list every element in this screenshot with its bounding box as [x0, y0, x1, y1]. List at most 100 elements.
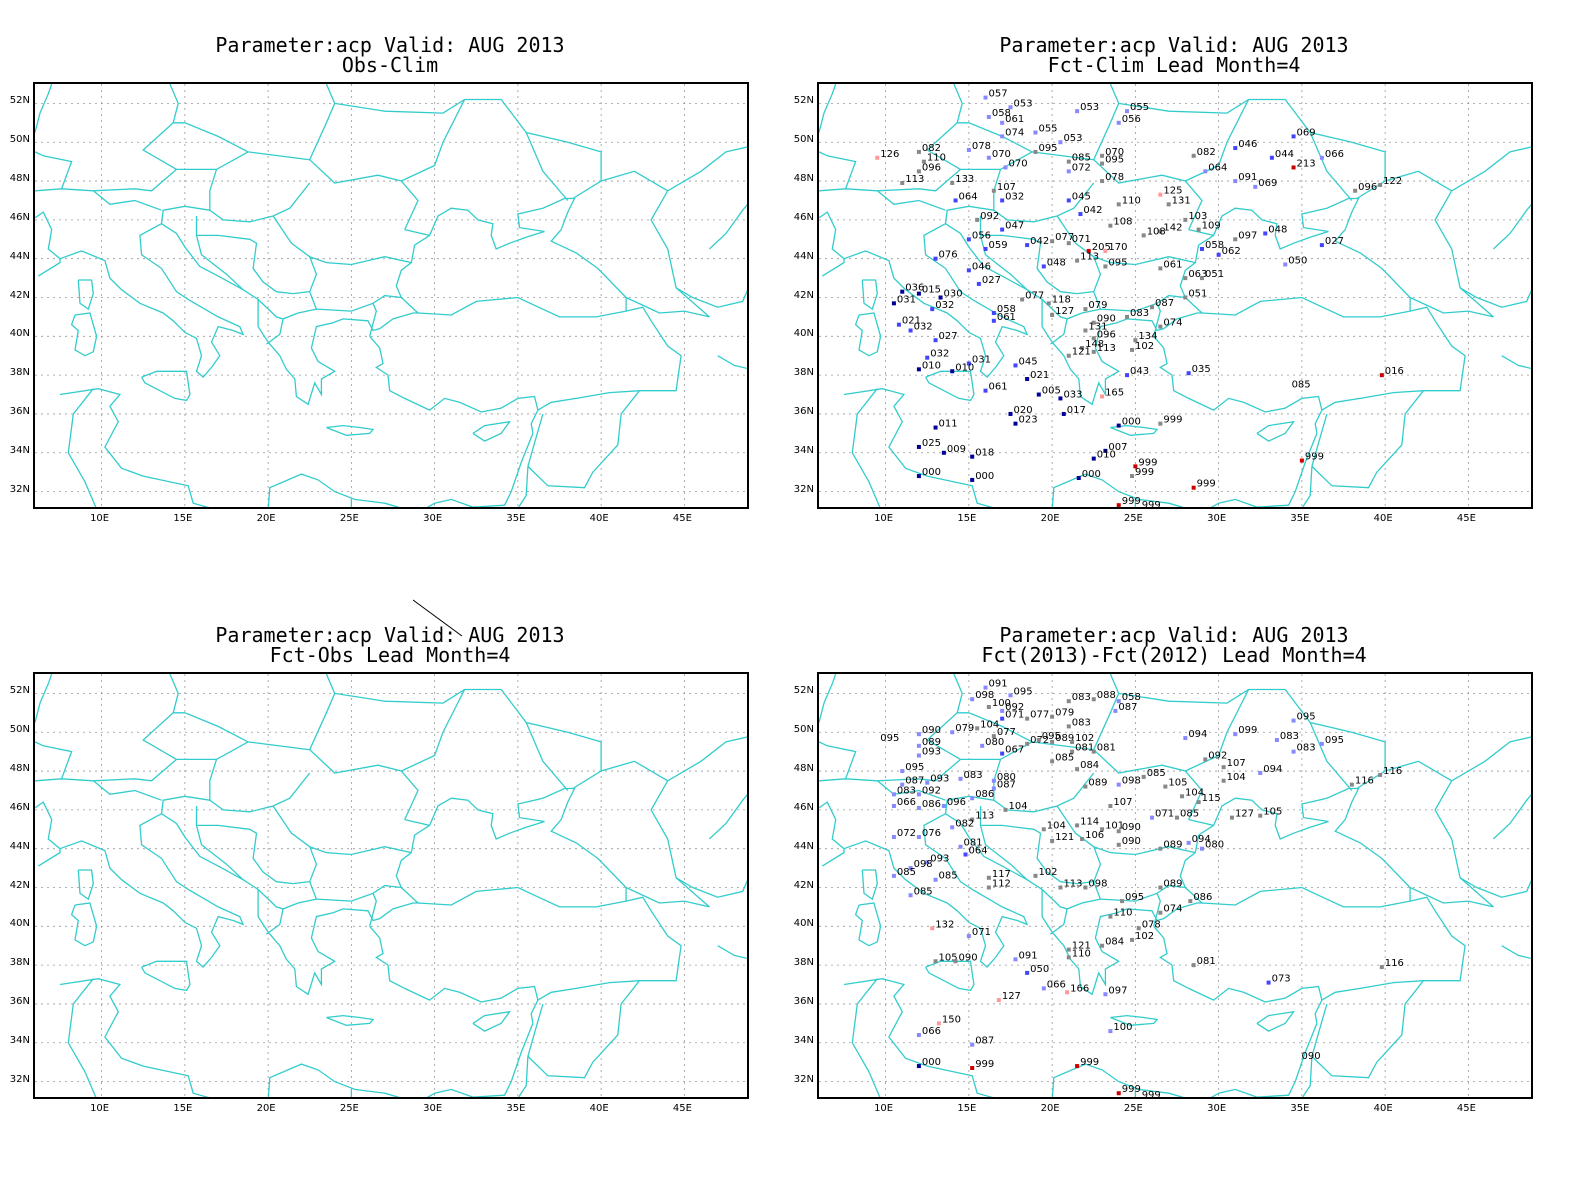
station-marker	[1080, 345, 1085, 350]
station-label: 066	[922, 1026, 941, 1037]
station-label: 085	[914, 886, 933, 897]
station-label: 999	[1197, 479, 1216, 490]
station-label: 105	[1263, 807, 1282, 818]
station-marker	[966, 934, 971, 939]
country-border	[819, 741, 857, 780]
station-marker	[1141, 774, 1146, 779]
lat-tick-label: 46N	[9, 801, 30, 813]
station-marker	[1075, 109, 1080, 114]
country-border	[142, 712, 249, 760]
station-marker	[925, 780, 930, 785]
station-marker	[983, 95, 988, 100]
station-marker	[925, 355, 930, 360]
lat-tick-label: 52N	[9, 685, 30, 697]
station-label: 096	[1097, 329, 1116, 340]
coastline	[717, 355, 747, 370]
station-label: 113	[1080, 252, 1099, 263]
station-label: 125	[1163, 186, 1182, 197]
station-label: 104	[1008, 801, 1027, 812]
station-marker	[1296, 1058, 1301, 1063]
station-label: 057	[989, 89, 1008, 100]
country-border	[993, 759, 1095, 813]
station-label: 102	[1135, 341, 1154, 352]
station-label: 087	[997, 780, 1016, 791]
station-label: 112	[992, 879, 1011, 890]
country-border	[35, 741, 73, 780]
country-border	[979, 825, 1028, 881]
country-border	[309, 84, 336, 160]
station-marker	[1008, 411, 1013, 416]
lat-tick-label: 48N	[793, 173, 814, 185]
station-marker	[975, 726, 980, 731]
station-label: 070	[1008, 158, 1027, 169]
lon-tick-label: 30E	[1207, 1103, 1227, 1114]
station-label: 213	[1297, 158, 1316, 169]
station-marker	[930, 926, 935, 931]
station-label: 007	[1108, 442, 1127, 453]
map-frame	[33, 672, 749, 1099]
station-marker	[991, 734, 996, 739]
station-label: 081	[1197, 956, 1216, 967]
station-marker	[1008, 105, 1013, 110]
station-label: 999	[1142, 1090, 1161, 1099]
station-marker	[1125, 109, 1130, 114]
station-label: 110	[1072, 948, 1091, 959]
station-label: 090	[1302, 1051, 1321, 1062]
country-border	[1188, 818, 1214, 827]
station-marker	[1299, 458, 1304, 463]
country-border	[1100, 294, 1186, 312]
station-marker	[1233, 179, 1238, 184]
coastline	[675, 877, 747, 898]
station-marker	[1050, 714, 1055, 719]
station-label: 063	[1188, 269, 1207, 280]
station-marker	[891, 803, 896, 808]
station-marker	[986, 875, 991, 880]
station-label: 086	[1193, 892, 1212, 903]
station-label: 035	[1192, 364, 1211, 375]
station-label: 085	[1180, 809, 1199, 820]
country-border	[142, 122, 249, 170]
station-label: 091	[1018, 950, 1037, 961]
station-label: 066	[1047, 979, 1066, 990]
station-label: 036	[905, 283, 924, 294]
station-marker	[933, 959, 938, 964]
lon-tick-label: 40E	[589, 513, 609, 524]
station-marker	[1100, 943, 1105, 948]
station-marker	[1033, 873, 1038, 878]
station-marker	[1186, 371, 1191, 376]
country-border	[1311, 1003, 1328, 1057]
lat-tick-label: 50N	[793, 134, 814, 146]
station-marker	[1378, 772, 1383, 777]
lat-tick-label: 48N	[9, 763, 30, 775]
station-marker	[1158, 421, 1163, 426]
station-label: 058	[1205, 240, 1224, 251]
station-label: 010	[922, 360, 941, 371]
station-label: 132	[935, 919, 954, 930]
country-border	[1093, 84, 1120, 160]
country-border	[944, 205, 994, 224]
station-label: 070	[992, 149, 1011, 160]
lon-tick-label: 25E	[1123, 1103, 1143, 1114]
station-marker	[1274, 737, 1279, 742]
country-border	[334, 98, 602, 200]
station-marker	[1000, 120, 1005, 125]
station-label: 061	[997, 312, 1016, 323]
station-marker	[1158, 324, 1163, 329]
station-label: 020	[1013, 405, 1032, 416]
station-label: 058	[997, 304, 1016, 315]
lon-tick-label: 40E	[589, 1103, 609, 1114]
station-label: 170	[1108, 242, 1127, 253]
station-marker	[916, 169, 921, 174]
country-border	[1309, 132, 1353, 201]
station-marker	[875, 739, 880, 744]
country-border	[257, 291, 318, 320]
station-label: 053	[1063, 133, 1082, 144]
station-label: 093	[930, 774, 949, 785]
lat-tick-label: 44N	[793, 840, 814, 852]
station-marker	[916, 1033, 921, 1038]
station-label: 031	[972, 354, 991, 365]
station-label: 096	[947, 797, 966, 808]
station-marker	[991, 311, 996, 316]
lat-tick-label: 46N	[793, 801, 814, 813]
station-label: 080	[985, 737, 1004, 748]
